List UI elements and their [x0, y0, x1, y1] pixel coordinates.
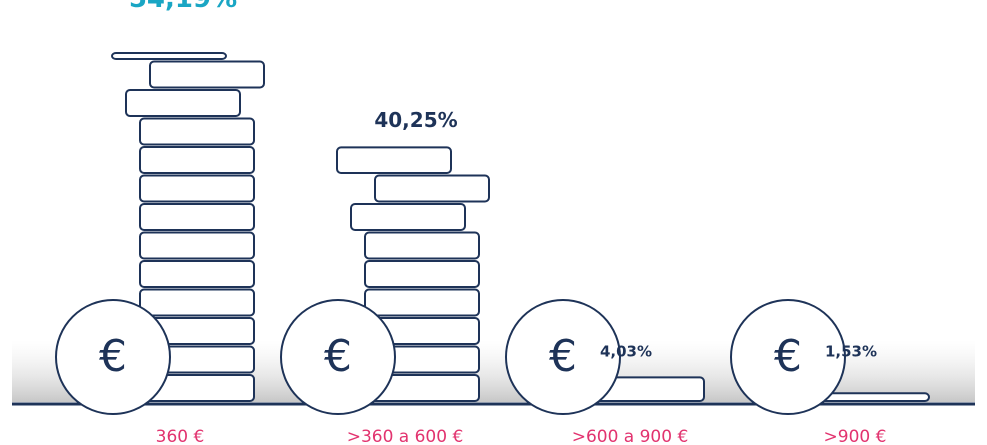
coin	[139, 146, 255, 174]
coin	[139, 231, 255, 260]
value-label: 54,19%	[129, 0, 237, 14]
coin-front	[730, 299, 846, 415]
coin	[350, 203, 466, 231]
coin-front	[505, 299, 621, 415]
coin-front	[55, 299, 171, 415]
coin	[139, 288, 255, 317]
coin	[139, 260, 255, 288]
coin-symbol: €	[99, 331, 127, 382]
coin	[364, 288, 480, 317]
coin	[374, 174, 490, 203]
coin	[125, 89, 241, 117]
coin	[364, 231, 480, 260]
value-label: 4,03%	[600, 343, 652, 361]
category-label: >360 a 600 €	[347, 427, 464, 445]
category-label: 360 €	[156, 427, 205, 445]
coin	[111, 52, 227, 60]
coin	[336, 146, 452, 175]
value-label: 40,25%	[374, 108, 457, 132]
category-label: >600 a 900 €	[572, 427, 689, 445]
coin-symbol: €	[774, 331, 802, 382]
coin-front	[280, 299, 396, 415]
category-label: >900 €	[824, 427, 887, 445]
coin	[139, 117, 255, 146]
coin-symbol: €	[549, 331, 577, 382]
coin-stack	[111, 52, 265, 402]
coin	[139, 174, 255, 203]
coin	[364, 260, 480, 288]
value-label: 1,53%	[825, 343, 877, 361]
coin	[149, 60, 265, 89]
coin-symbol: €	[324, 331, 352, 382]
coin	[139, 203, 255, 231]
